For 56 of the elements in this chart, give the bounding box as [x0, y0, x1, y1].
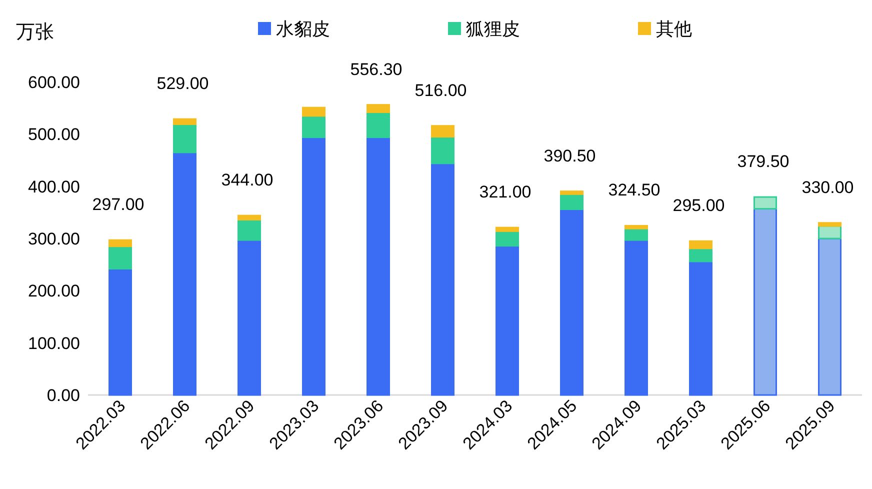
bar: [108, 246, 132, 270]
total-label: 556.30: [350, 60, 402, 79]
total-label: 297.00: [92, 195, 144, 214]
bar: [818, 222, 842, 227]
bar: [624, 239, 648, 396]
bar: [302, 115, 326, 138]
bar: [302, 106, 326, 117]
bar: [431, 125, 454, 138]
bar: [173, 152, 196, 396]
bar: [366, 104, 390, 114]
bar: [689, 240, 712, 250]
y-tick-label: 400.00: [28, 177, 80, 196]
bar: [366, 112, 390, 138]
total-label: 516.00: [414, 80, 467, 100]
bar: [173, 118, 196, 126]
bar: [689, 248, 712, 262]
total-label: 324.50: [608, 180, 660, 200]
y-tick-label: 200.00: [28, 282, 80, 301]
bar: [624, 224, 648, 230]
bar: [108, 239, 132, 248]
total-label: 330.00: [802, 178, 854, 197]
bar: [689, 260, 712, 396]
bar: [560, 208, 584, 396]
bar: [431, 136, 454, 164]
total-label: 295.00: [672, 196, 725, 216]
total-label: 321.00: [479, 182, 532, 202]
bar: [238, 218, 261, 241]
y-tick-label: 500.00: [28, 125, 80, 144]
legend-label: 水貂皮: [276, 19, 330, 39]
bar: [496, 226, 519, 232]
bar: [560, 193, 584, 210]
y-tick-label: 600.00: [28, 73, 80, 92]
bar: [431, 162, 454, 396]
bar: [754, 208, 777, 396]
legend-label: 狐狸皮: [466, 19, 520, 39]
y-tick-label: 300.00: [28, 230, 80, 248]
total-label: 379.50: [737, 152, 790, 172]
y-tick-label: 100.00: [28, 334, 80, 353]
bar: [238, 214, 261, 220]
legend-label: 其他: [656, 19, 692, 39]
bar: [818, 225, 842, 240]
bar: [238, 239, 261, 396]
bar: [302, 136, 326, 396]
y-tick-label: 0.00: [46, 386, 80, 405]
bar: [818, 238, 842, 396]
bar: [366, 136, 390, 396]
total-label: 529.00: [156, 74, 209, 94]
bar: [754, 196, 777, 210]
y-axis-title: 万张: [16, 22, 54, 43]
total-label: 344.00: [221, 170, 274, 190]
total-label: 390.50: [544, 146, 596, 166]
bar: [496, 245, 519, 396]
bar: [496, 230, 519, 247]
bar: [108, 268, 132, 396]
bar: [560, 190, 584, 195]
bar: [173, 124, 196, 154]
